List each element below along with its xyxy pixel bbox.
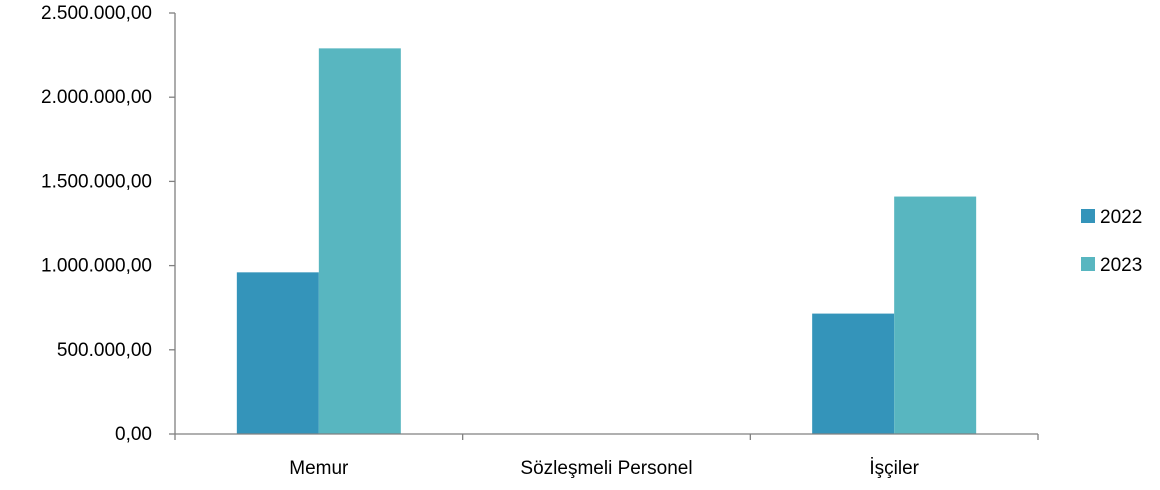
bar-2023-2 [894, 196, 977, 434]
y-tick-label: 2.000.000,00 [41, 87, 152, 108]
x-tick-label: Sözleşmeli Personel [520, 458, 692, 479]
x-tick-label: İşçiler [869, 458, 919, 479]
y-tick-label: 1.500.000,00 [41, 171, 152, 192]
bar-2023-0 [318, 48, 401, 434]
x-tick-label: Memur [289, 458, 349, 479]
x-tick-labels: Memur Sözleşmeli Personel İşçiler [289, 458, 919, 479]
legend-swatch-2023 [1081, 257, 1095, 271]
y-tick-label: 1.000.000,00 [41, 256, 152, 277]
bar-2022-0 [236, 272, 319, 434]
y-tick-label: 500.000,00 [57, 340, 152, 361]
y-tick-labels: 0,00 500.000,00 1.000.000,00 1.500.000,00 2.… [41, 3, 152, 445]
y-tick-label: 2.500.000,00 [41, 3, 152, 24]
axes-group [169, 12, 1039, 440]
bars-group [236, 48, 977, 434]
legend-label-2022: 2022 [1100, 207, 1142, 228]
legend: 2022 2023 [1081, 207, 1142, 276]
bar-2022-2 [812, 313, 895, 434]
y-tick-label: 0,00 [115, 424, 152, 445]
legend-swatch-2022 [1081, 209, 1095, 223]
legend-label-2023: 2023 [1100, 255, 1142, 276]
